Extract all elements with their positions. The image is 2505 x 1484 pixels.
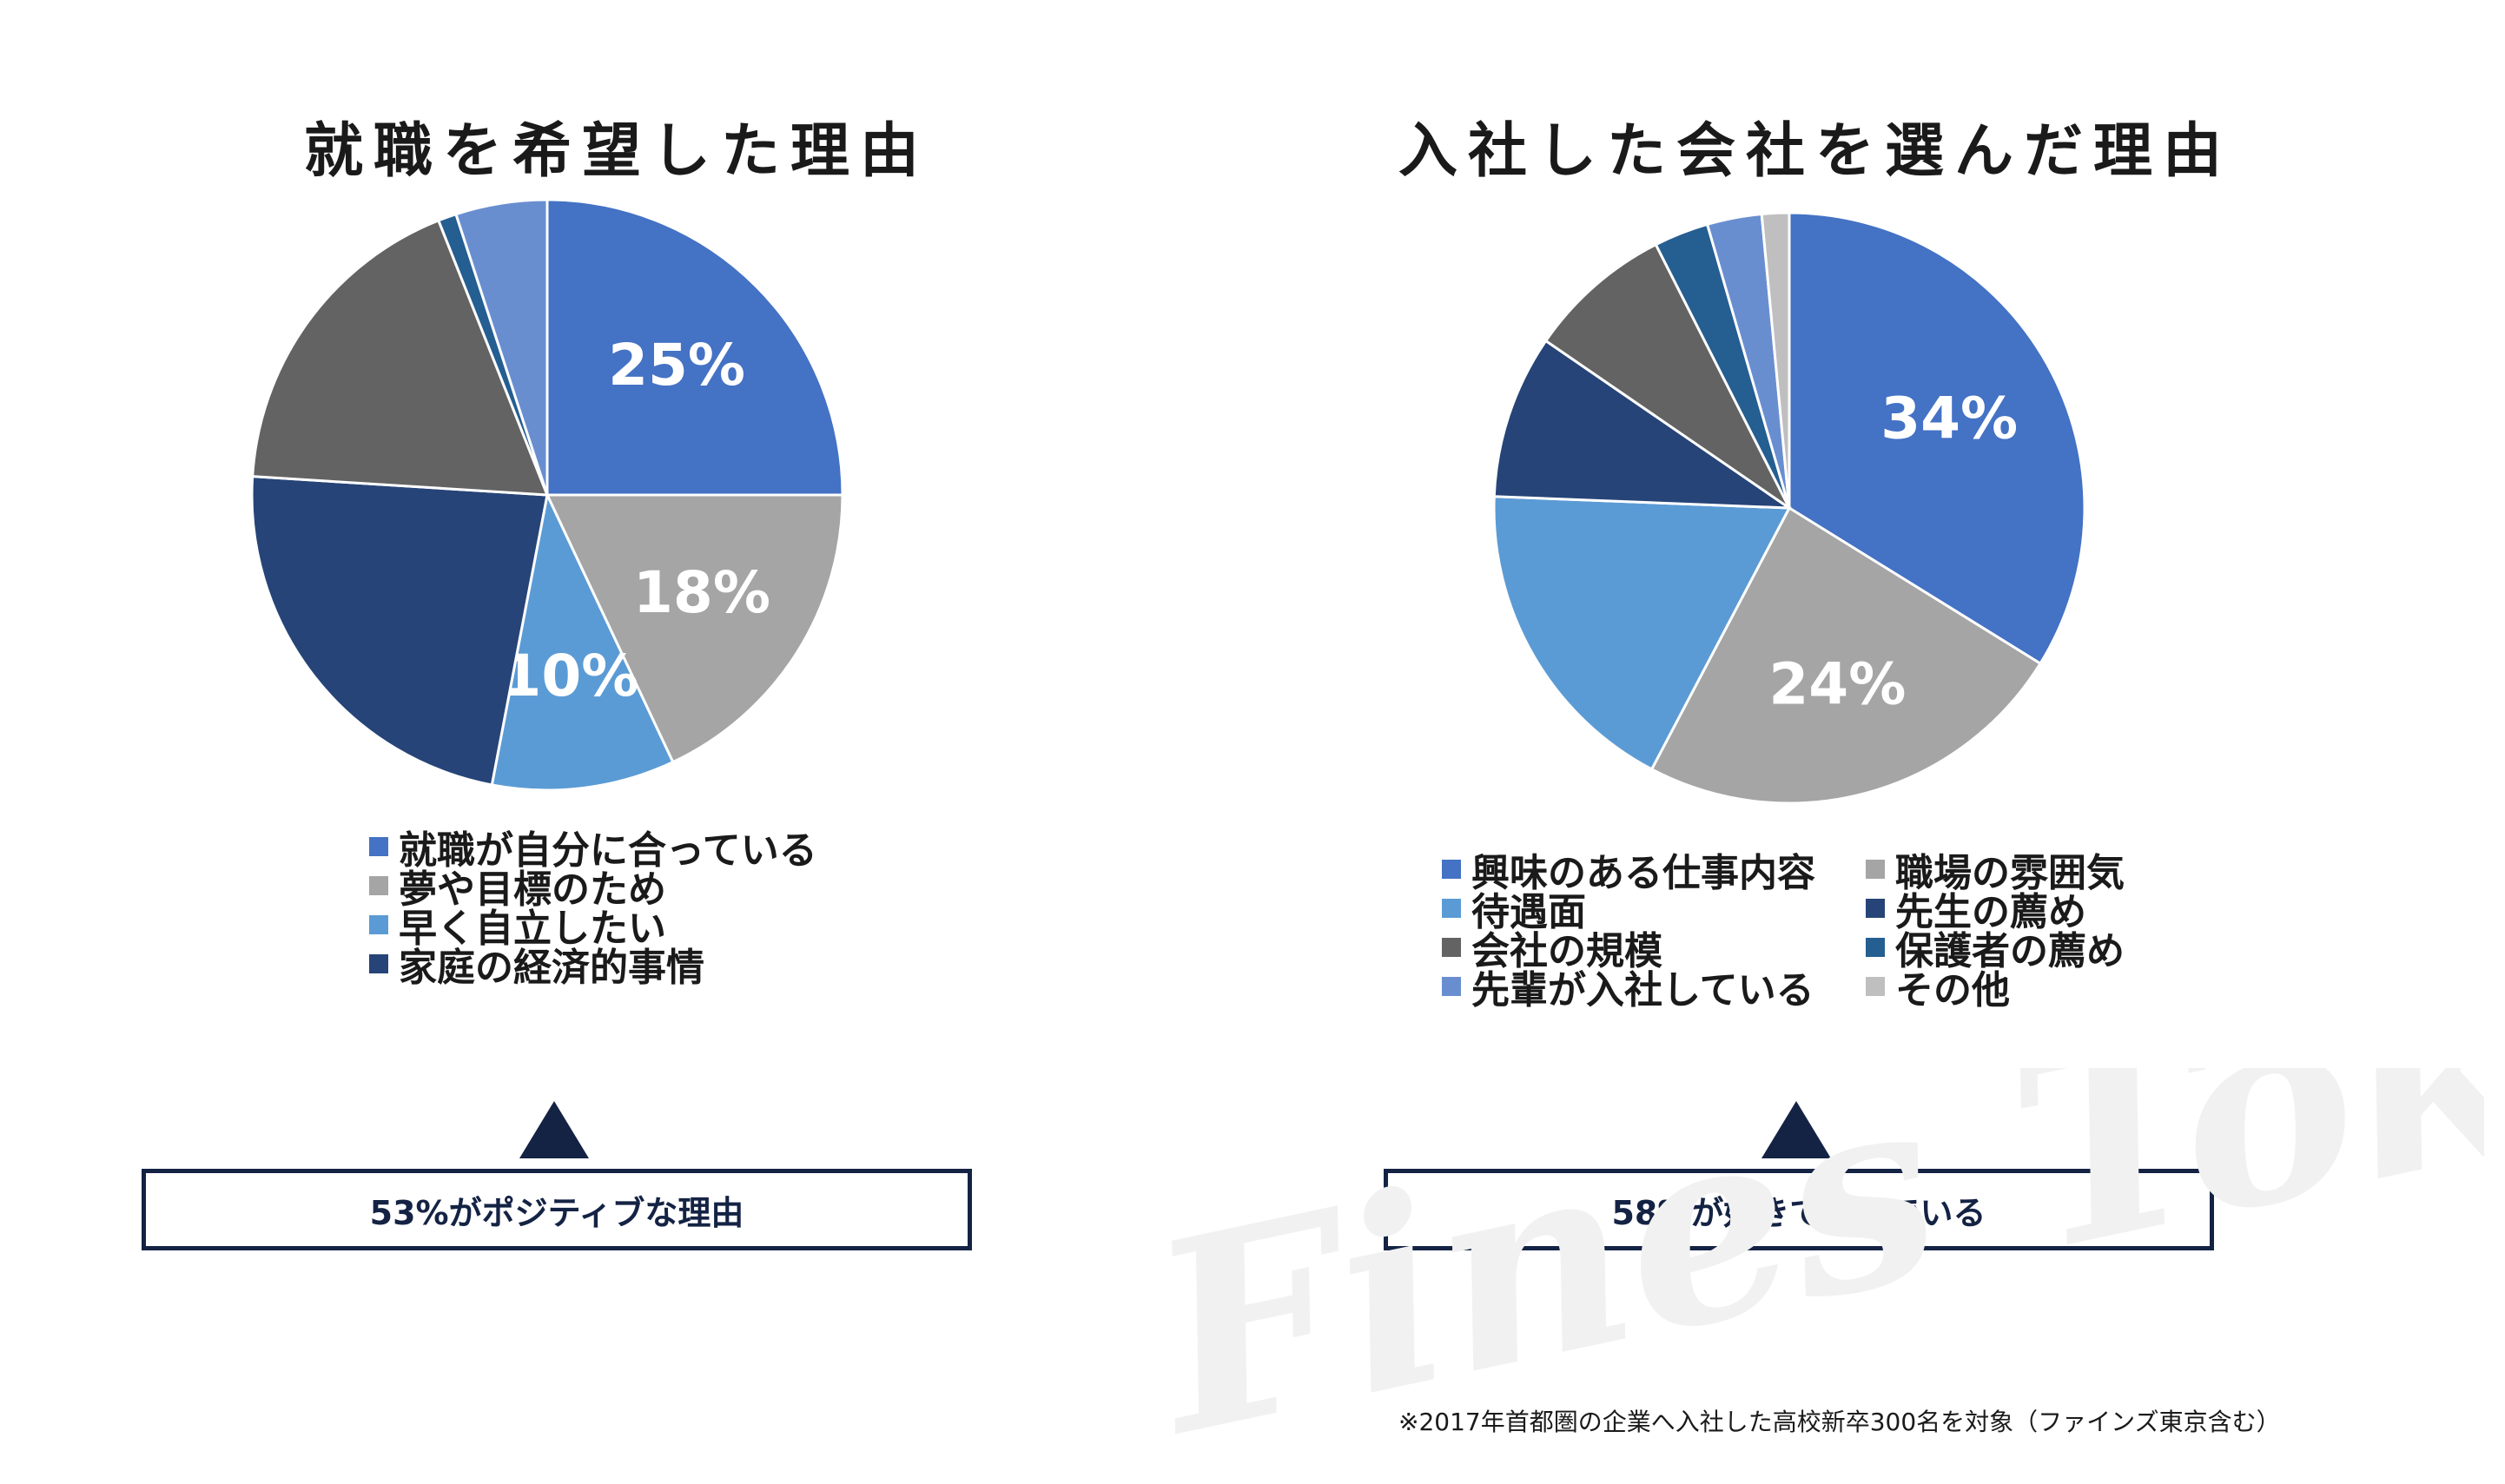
right-legend-column-2: 職場の雰囲気 先生の薦め 保護者の薦め その他 xyxy=(1866,849,2125,1012)
left-pie-label-1: 18% xyxy=(633,559,770,626)
legend-swatch xyxy=(1442,937,1461,957)
right-pie-slice-0 xyxy=(1788,211,2086,666)
legend-swatch xyxy=(1866,898,1885,918)
legend-swatch xyxy=(1866,859,1885,879)
legend-swatch xyxy=(369,953,388,973)
legend-item: 先輩が入社している xyxy=(1442,966,1815,1012)
right-callout-box: 58%が好きで選んでいる xyxy=(1384,1169,2214,1250)
legend-label: 先輩が入社している xyxy=(1471,967,1814,1012)
legend-label: 家庭の経済的事情 xyxy=(399,945,704,990)
right-pie-slice-7 xyxy=(1760,211,1791,509)
right-pie-label-1: 24% xyxy=(1768,650,1906,717)
right-pie-slice-3 xyxy=(1492,339,1794,510)
left-pie-chart: 25% 18% 10% xyxy=(250,198,844,792)
right-pie-label-0: 34% xyxy=(1880,385,2018,452)
right-callout-text: 58%が好きで選んでいる xyxy=(1611,1193,1986,1232)
left-callout-text: 53%がポジティブな理由 xyxy=(369,1193,744,1232)
right-pie-chart: 34% 24% xyxy=(1492,211,2086,805)
legend-label: 興味のある仕事内容 xyxy=(1471,850,1815,895)
legend-item: 就職が自分に合っている xyxy=(369,827,817,873)
legend-label: 職場の雰囲気 xyxy=(1895,850,2125,895)
footnote: ※2017年首都圏の企業へ入社した高校新卒300名を対象（ファインズ東京含む） xyxy=(1398,1408,2281,1436)
left-pie-label-0: 25% xyxy=(608,332,745,399)
legend-swatch xyxy=(1442,976,1461,996)
left-legend: 就職が自分に合っている 夢や目標のため 早く自立したい 家庭の経済的事情 xyxy=(369,827,817,990)
left-pie-label-2: 10% xyxy=(501,643,638,709)
legend-item: 夢や目標のため xyxy=(369,866,817,912)
legend-label: 先生の薦め xyxy=(1895,889,2086,934)
right-pie-slice-4 xyxy=(1543,242,1791,510)
right-pie-slice-1 xyxy=(1649,505,2043,805)
legend-item: 会社の規模 xyxy=(1442,927,1815,973)
legend-item: 家庭の経済的事情 xyxy=(369,944,817,990)
legend-swatch xyxy=(1866,976,1885,996)
right-chart-title: 入社した会社を選んだ理由 xyxy=(1398,117,2232,186)
legend-label: 待遇面 xyxy=(1471,889,1586,934)
legend-item: 早く自立したい xyxy=(369,905,817,951)
left-pie-slice-1 xyxy=(545,493,844,764)
legend-label: 会社の規模 xyxy=(1471,928,1662,973)
left-pie-slice-3 xyxy=(250,475,549,787)
left-pie-slice-2 xyxy=(490,491,675,792)
left-chart-title: 就職を希望した理由 xyxy=(303,117,929,186)
legend-label: 保護者の薦め xyxy=(1895,928,2125,973)
legend-item: 待遇面 xyxy=(1442,888,1815,934)
left-callout-box: 53%がポジティブな理由 xyxy=(142,1169,972,1250)
right-legend-column-1: 興味のある仕事内容 待遇面 会社の規模 先輩が入社している xyxy=(1442,849,1815,1012)
legend-item: その他 xyxy=(1866,966,2125,1012)
right-up-arrow-icon xyxy=(1761,1101,1831,1158)
legend-swatch xyxy=(1442,898,1461,918)
legend-item: 保護者の薦め xyxy=(1866,927,2125,973)
legend-item: 興味のある仕事内容 xyxy=(1442,849,1815,895)
legend-swatch xyxy=(369,914,388,934)
legend-swatch xyxy=(369,836,388,856)
right-pie-slice-2 xyxy=(1492,495,1792,771)
left-pie-slice-4 xyxy=(251,218,550,497)
left-pie-slice-6 xyxy=(454,198,549,496)
legend-swatch xyxy=(369,875,388,895)
legend-swatch xyxy=(1866,937,1885,957)
legend-item: 先生の薦め xyxy=(1866,888,2125,934)
legend-swatch xyxy=(1442,859,1461,879)
left-pie-slice-0 xyxy=(545,198,844,497)
legend-label: 夢や目標のため xyxy=(399,867,666,912)
legend-label: 早く自立したい xyxy=(399,906,666,951)
legend-item: 職場の雰囲気 xyxy=(1866,849,2125,895)
legend-label: 就職が自分に合っている xyxy=(399,828,817,873)
brand-watermark: Fines Tokyo xyxy=(1129,1068,2484,1468)
legend-label: その他 xyxy=(1895,967,2010,1012)
left-up-arrow-icon xyxy=(519,1101,589,1158)
